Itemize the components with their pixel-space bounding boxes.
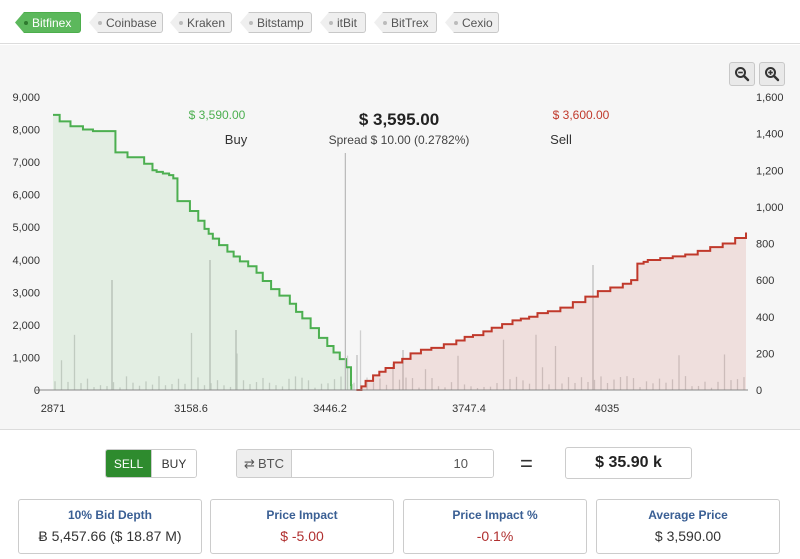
tab-itbit[interactable]: itBit xyxy=(320,12,366,33)
tab-label: Coinbase xyxy=(106,15,157,30)
swap-arrows-icon: ⇄ xyxy=(244,455,255,471)
ask-price: $ 3,600.00 xyxy=(553,108,610,122)
y-left-tick-label: 0 xyxy=(34,385,40,397)
y-left-tick-label: 3,000 xyxy=(12,287,40,299)
tab-label: BitTrex xyxy=(391,15,429,30)
average-price-card: Average Price $ 3,590.00 xyxy=(596,499,780,554)
x-tick-label: 3158.6 xyxy=(174,403,208,415)
y-right-tick-label: 600 xyxy=(756,275,774,287)
y-right-tick-label: 1,600 xyxy=(756,92,784,104)
y-right-tick-label: 0 xyxy=(756,385,762,397)
y-right-tick-label: 1,000 xyxy=(756,202,784,214)
buy-area-fill xyxy=(53,114,352,391)
y-left-tick-label: 1,000 xyxy=(12,352,40,364)
price-impact-percent-card: Price Impact % -0.1% xyxy=(403,499,587,554)
y-right-tick-label: 400 xyxy=(756,312,774,324)
depth-areas xyxy=(53,113,747,391)
card-value: -0.1% xyxy=(476,528,514,544)
sell-toggle-button[interactable]: SELL xyxy=(106,450,151,477)
y-right-tick-label: 1,200 xyxy=(756,165,784,177)
currency-swap-button[interactable]: ⇄ BTC xyxy=(237,450,292,477)
zoom-out-button[interactable] xyxy=(729,62,755,86)
zoom-in-button[interactable] xyxy=(759,62,785,86)
tab-cexio[interactable]: Cexio xyxy=(445,12,499,33)
y-left-tick-label: 4,000 xyxy=(12,255,40,267)
card-title: 10% Bid Depth xyxy=(67,508,152,522)
x-axis-ticks: 2871 3158.6 3446.2 3747.4 4035 xyxy=(41,403,619,415)
y-left-tick-label: 6,000 xyxy=(12,190,40,202)
tab-label: itBit xyxy=(337,15,358,30)
y-left-tick-label: 7,000 xyxy=(12,157,40,169)
buy-depth-line xyxy=(53,113,353,390)
y-left-tick-label: 5,000 xyxy=(12,222,40,234)
tab-bitfinex[interactable]: Bitfinex xyxy=(15,12,81,33)
tab-label: Kraken xyxy=(187,15,226,30)
sell-depth-line xyxy=(356,232,747,391)
card-title: Average Price xyxy=(648,508,728,522)
bid-price: $ 3,590.00 xyxy=(189,108,246,122)
card-value: $ 3,590.00 xyxy=(654,528,722,544)
x-tick-label: 2871 xyxy=(41,403,65,415)
amount-input-group: ⇄ BTC xyxy=(236,449,494,478)
depth-chart: 2871 3158.6 3446.2 3747.4 4035 0 1,000 2,000 3,… xyxy=(0,45,800,429)
side-toggle: SELL BUY xyxy=(105,449,197,478)
y-left-axis-ticks: 0 1,000 2,000 3,000 4,000 5,000 6,000 7,000 8,00… xyxy=(12,92,40,397)
y-right-tick-label: 800 xyxy=(756,239,774,251)
currency-label: BTC xyxy=(257,456,284,471)
tab-bitstamp[interactable]: Bitstamp xyxy=(240,12,312,33)
section-divider xyxy=(0,429,800,430)
zoom-out-icon xyxy=(735,67,750,82)
tab-label: Bitstamp xyxy=(257,15,304,30)
tab-bittrex[interactable]: BitTrex xyxy=(374,12,437,33)
x-tick-label: 4035 xyxy=(595,403,619,415)
spread-text: Spread $ 10.00 (0.2782%) xyxy=(329,133,470,147)
result-value: $ 35.90 k xyxy=(565,447,692,479)
card-value: $ -5.00 xyxy=(280,528,324,544)
bid-depth-card: 10% Bid Depth Ƀ 5,457.66 ($ 18.87 M) xyxy=(18,499,202,554)
amount-input[interactable] xyxy=(292,450,493,477)
tab-label: Cexio xyxy=(462,15,493,30)
exchange-tab-bar: Bitfinex Coinbase Kraken Bitstamp itBit … xyxy=(0,0,800,44)
card-title: Price Impact % xyxy=(452,508,538,522)
card-title: Price Impact xyxy=(266,508,338,522)
mid-price: $ 3,595.00 xyxy=(359,110,439,129)
y-right-axis-ticks: 0 200 400 600 800 1,000 1,200 1,400 1,600 xyxy=(756,92,784,397)
x-tick-label: 3747.4 xyxy=(452,403,486,415)
card-value: Ƀ 5,457.66 ($ 18.87 M) xyxy=(38,528,182,544)
bid-label: Buy xyxy=(225,132,248,147)
equals-sign: = xyxy=(520,451,533,476)
y-left-tick-label: 8,000 xyxy=(12,125,40,137)
y-right-tick-label: 200 xyxy=(756,348,774,360)
buy-toggle-button[interactable]: BUY xyxy=(151,450,196,477)
tab-kraken[interactable]: Kraken xyxy=(170,12,232,33)
x-tick-label: 3446.2 xyxy=(313,403,347,415)
ask-label: Sell xyxy=(550,132,572,147)
y-right-tick-label: 1,400 xyxy=(756,129,784,141)
tab-label: Bitfinex xyxy=(32,15,72,30)
volume-bars xyxy=(54,260,745,390)
price-impact-card: Price Impact $ -5.00 xyxy=(210,499,394,554)
y-left-tick-label: 9,000 xyxy=(12,92,40,104)
tab-coinbase[interactable]: Coinbase xyxy=(89,12,163,33)
y-left-tick-label: 2,000 xyxy=(12,320,40,332)
depth-chart-svg: 2871 3158.6 3446.2 3747.4 4035 0 1,000 2,000 3,… xyxy=(12,92,784,415)
zoom-in-icon xyxy=(765,67,780,82)
